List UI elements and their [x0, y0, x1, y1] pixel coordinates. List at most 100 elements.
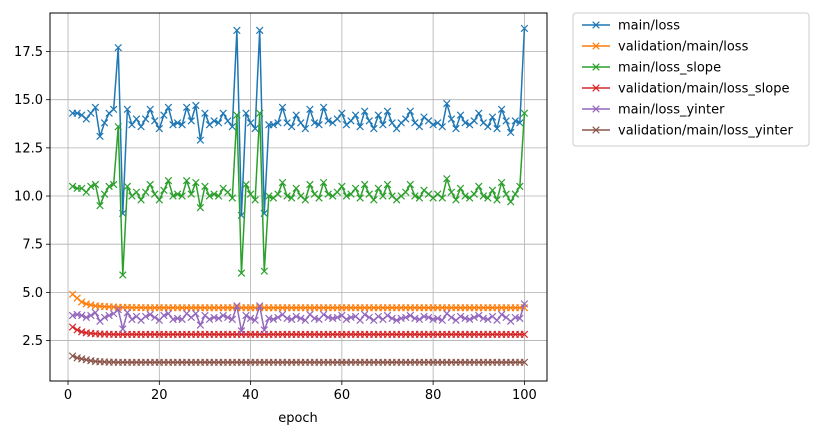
data-point — [274, 313, 282, 322]
data-point — [141, 115, 150, 123]
legend-label: main/loss — [618, 19, 680, 34]
data-point — [196, 136, 205, 144]
data-point — [370, 124, 378, 133]
series-line — [72, 293, 525, 309]
data-point — [269, 315, 278, 324]
data-point — [406, 107, 415, 115]
data-point — [91, 103, 100, 112]
data-point — [246, 314, 255, 323]
data-point — [475, 109, 483, 117]
data-point — [356, 122, 364, 131]
data-point — [520, 24, 529, 33]
x-tick-label: 0 — [64, 388, 72, 403]
data-point — [333, 115, 342, 123]
data-point — [87, 311, 95, 320]
data-point — [224, 188, 232, 196]
data-point — [374, 312, 383, 321]
data-point — [146, 180, 154, 189]
data-point — [269, 121, 278, 129]
data-point — [228, 122, 237, 131]
data-point — [287, 194, 296, 202]
data-point — [151, 313, 159, 322]
y-tick-label: 17.5 — [14, 45, 43, 60]
data-point — [438, 194, 446, 202]
data-point — [338, 182, 346, 191]
data-point — [447, 313, 456, 322]
data-point — [164, 176, 173, 185]
data-point — [123, 182, 132, 191]
data-point — [178, 192, 186, 200]
legend-entry: validation/main/loss — [582, 40, 749, 55]
data-point — [109, 180, 118, 189]
data-point — [456, 111, 465, 119]
data-point — [224, 313, 232, 322]
data-point — [137, 122, 145, 131]
data-point — [100, 190, 109, 198]
series-layer — [68, 24, 529, 367]
data-point — [488, 113, 497, 121]
data-point — [461, 192, 469, 200]
data-point — [182, 176, 191, 185]
data-point — [406, 180, 415, 189]
data-point — [151, 117, 159, 125]
data-point — [319, 310, 328, 319]
data-point — [356, 194, 364, 202]
y-tick-label: 2.5 — [22, 334, 43, 349]
data-point — [374, 184, 383, 193]
data-point — [402, 188, 410, 196]
data-point — [461, 119, 469, 127]
data-point — [292, 312, 300, 321]
data-point — [192, 178, 200, 187]
data-point — [260, 267, 268, 275]
series-main-loss — [68, 24, 529, 220]
data-point — [493, 316, 501, 325]
data-point — [497, 105, 506, 114]
legend: main/loss validation/main/loss main/loss_s… — [572, 12, 810, 147]
legend-entry: main/loss — [582, 19, 680, 34]
data-point — [178, 315, 186, 324]
data-point — [351, 184, 360, 193]
data-point — [137, 196, 145, 204]
data-point — [406, 311, 415, 320]
data-point — [119, 325, 127, 333]
legend-entry: main/loss_yinter — [582, 103, 725, 118]
data-point — [479, 192, 488, 200]
data-point — [456, 312, 465, 321]
data-point — [429, 121, 437, 129]
data-point — [319, 103, 328, 112]
data-point — [315, 121, 323, 129]
data-point — [233, 26, 241, 35]
data-point — [347, 117, 355, 125]
series-line — [72, 326, 525, 336]
data-point — [411, 192, 419, 200]
data-point — [237, 269, 246, 277]
data-point — [310, 119, 319, 127]
series-validation-main-loss-yinter — [68, 352, 529, 367]
data-point — [516, 182, 524, 191]
data-point — [251, 196, 259, 204]
data-point — [160, 111, 168, 119]
data-point — [333, 313, 342, 322]
data-point — [415, 122, 424, 131]
y-tick-label: 12.5 — [14, 141, 43, 156]
plot-border — [49, 12, 548, 382]
series-line — [72, 355, 525, 364]
data-point — [506, 128, 515, 137]
data-point — [484, 194, 492, 202]
data-point — [205, 315, 214, 324]
data-point — [402, 115, 410, 123]
data-point — [452, 124, 460, 133]
data-point — [91, 308, 100, 317]
data-point — [443, 174, 451, 183]
data-point — [192, 101, 200, 110]
data-point — [511, 190, 520, 198]
data-point — [443, 99, 451, 108]
data-point — [68, 182, 77, 191]
data-point — [260, 326, 268, 334]
x-tick-label: 80 — [425, 388, 442, 403]
data-point — [470, 313, 478, 322]
data-point — [402, 313, 410, 322]
data-point — [141, 188, 150, 196]
data-point — [100, 119, 109, 127]
data-point — [297, 314, 305, 323]
